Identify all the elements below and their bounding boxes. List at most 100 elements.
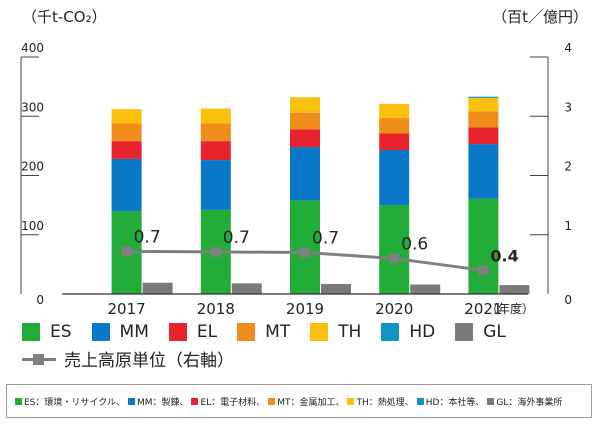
note-swatch xyxy=(127,397,135,405)
category-label: 2020 xyxy=(375,300,413,318)
line-data-label: 0.7 xyxy=(312,229,339,249)
note-swatch xyxy=(347,397,355,405)
note-text: MM：製錬、 xyxy=(136,397,189,408)
note-th: TH：熱処理、 xyxy=(347,395,414,408)
bar-segment-el xyxy=(468,127,499,145)
right-tick-label: 4 xyxy=(564,41,572,55)
bar-segment-mm xyxy=(290,147,320,201)
legend-item-mt: MT xyxy=(237,322,290,342)
note-text: HD：本社等、 xyxy=(425,397,485,408)
legend-label: EL xyxy=(196,322,218,342)
left-tick-label: 0 xyxy=(36,293,44,307)
line-marker xyxy=(389,253,400,264)
legend-item-el: EL xyxy=(168,322,218,342)
category-label: 2019 xyxy=(286,300,324,318)
legend-label: MM xyxy=(119,322,149,342)
legend-swatch xyxy=(22,323,40,341)
note-text: ES：環境・リサイクル、 xyxy=(24,397,125,408)
bar-segment-th xyxy=(468,97,499,112)
bar-gl xyxy=(321,283,351,294)
bar-segment-el xyxy=(200,141,231,161)
bar-segment-th xyxy=(200,108,231,124)
legend-swatch xyxy=(310,323,329,341)
bar-segment-mt xyxy=(290,112,320,130)
bar-segment-mt xyxy=(200,123,231,142)
line-data-label: 0.7 xyxy=(134,227,161,247)
bar-segment-el xyxy=(290,129,320,148)
bar-segment-el xyxy=(379,133,410,151)
bar-segment-mm xyxy=(379,150,410,206)
bar-gl xyxy=(410,284,441,294)
note-text: EL：電子材料、 xyxy=(200,397,266,408)
bar-segment-mt xyxy=(379,118,410,134)
bar-segment-th xyxy=(379,103,410,119)
line-data-label: 0.4 xyxy=(490,246,518,265)
legend-label: ES xyxy=(50,322,72,342)
bar-segment-es xyxy=(379,205,410,294)
note-mt: MT：金属加工、 xyxy=(268,395,344,408)
legend-item-es: ES xyxy=(22,322,72,342)
left-tick-label: 200 xyxy=(21,160,44,174)
line-marker xyxy=(300,247,310,258)
note-swatch xyxy=(416,397,424,405)
legend-swatch xyxy=(237,323,256,341)
x-axis-unit: （年度） xyxy=(486,301,534,316)
line-marker xyxy=(210,246,221,257)
right-tick-label: 1 xyxy=(564,219,572,233)
note-text: TH：熱処理、 xyxy=(356,397,414,408)
bar-segment-mm xyxy=(111,158,142,212)
left-tick-label: 300 xyxy=(21,100,44,114)
legend-item-th: TH xyxy=(310,322,361,342)
bar-gl xyxy=(499,285,530,294)
note-text: MT：金属加工、 xyxy=(277,397,345,408)
note-swatch xyxy=(268,397,276,405)
left-tick-label: 100 xyxy=(21,219,44,233)
bar-segment-th xyxy=(111,109,142,124)
note-swatch xyxy=(191,397,199,405)
line-legend-label: 売上高原単位（右軸） xyxy=(64,351,234,371)
line-marker xyxy=(121,246,132,257)
legend-label: GL xyxy=(483,322,506,342)
line-marker-icon xyxy=(22,350,56,368)
legend-item-hd: HD xyxy=(381,322,435,342)
legend-label: MT xyxy=(265,322,291,342)
note-mm: MM：製錬、 xyxy=(127,395,189,408)
line-data-label: 0.7 xyxy=(223,228,250,248)
category-label: 2018 xyxy=(197,300,235,318)
bar-segment-hd xyxy=(468,96,499,98)
abbreviation-notes: ES：環境・リサイクル、 MM：製錬、 EL：電子材料、 MT：金属加工、 TH… xyxy=(6,384,592,418)
legend-item-gl: GL xyxy=(455,322,506,342)
right-tick-label: 0 xyxy=(564,293,572,307)
legend-label: TH xyxy=(338,322,362,342)
legend-item-mm: MM xyxy=(91,322,149,342)
legend-swatch xyxy=(381,323,400,341)
bar-segment-mt xyxy=(468,111,499,128)
bar-segment-el xyxy=(111,141,142,159)
bar-segment-es xyxy=(290,200,320,294)
bar-segment-mm xyxy=(468,144,499,199)
line-legend: 売上高原単位（右軸） xyxy=(22,346,234,371)
bar-gl xyxy=(231,283,262,294)
note-swatch xyxy=(15,397,22,405)
note-gl: GL：海外事業所 xyxy=(487,395,562,408)
right-tick-label: 3 xyxy=(564,100,572,114)
note-text: GL：海外事業所 xyxy=(496,397,563,408)
left-axis-unit: （千t-CO₂） xyxy=(22,8,107,26)
note-el: EL：電子材料、 xyxy=(191,395,265,408)
bar-segment-th xyxy=(290,97,320,113)
bar-gl xyxy=(142,282,173,294)
bar-segment-es xyxy=(468,198,499,294)
legend-swatch xyxy=(91,323,110,341)
line-marker xyxy=(478,265,489,276)
left-tick-label: 400 xyxy=(21,41,44,55)
legend-swatch xyxy=(168,323,187,341)
note-hd: HD：本社等、 xyxy=(416,395,485,408)
series-legend: ES MM EL MT TH HD GL xyxy=(22,322,526,342)
note-swatch xyxy=(487,397,495,405)
right-axis-unit: （百t／億円） xyxy=(492,8,588,26)
note-es: ES：環境・リサイクル、 xyxy=(15,395,125,408)
bar-segment-mm xyxy=(200,160,231,210)
legend-label: HD xyxy=(409,322,436,342)
bar-segment-mt xyxy=(111,123,142,142)
